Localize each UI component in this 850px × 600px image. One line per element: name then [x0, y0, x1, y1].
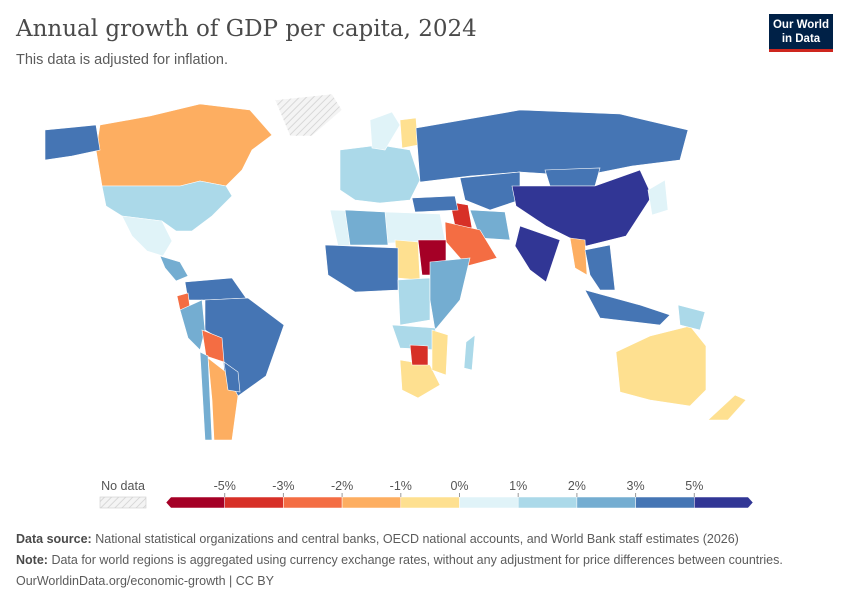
source-label: Data source:: [16, 532, 92, 546]
country-central-asia[interactable]: [459, 171, 521, 211]
legend-tick-label: 5%: [685, 479, 703, 493]
country-russia[interactable]: [415, 109, 689, 183]
country-indonesia[interactable]: [584, 289, 671, 326]
country-central-africa[interactable]: [397, 277, 431, 326]
note-text: Data for world regions is aggregated usi…: [51, 553, 783, 567]
country-australia[interactable]: [615, 325, 707, 407]
country-greenland[interactable]: [274, 93, 343, 137]
country-southeast-asia[interactable]: [584, 244, 616, 291]
country-colombia-venezuela[interactable]: [184, 277, 247, 301]
country-united-states[interactable]: [101, 180, 233, 232]
legend-tick-label: -3%: [272, 479, 294, 493]
country-mozambique[interactable]: [431, 329, 449, 376]
legend-bin-1[interactable]: [224, 496, 284, 509]
color-legend: No data -5% -3% -2% -1% 0% 1% 2% 3% 5%: [99, 479, 754, 509]
country-new-zealand[interactable]: [707, 394, 747, 421]
country-chile[interactable]: [199, 351, 213, 441]
legend-tick-label: 3%: [627, 479, 645, 493]
country-china[interactable]: [511, 169, 653, 247]
country-japan[interactable]: [647, 179, 669, 216]
note-label: Note:: [16, 553, 48, 567]
legend-tick-label: -5%: [214, 479, 236, 493]
country-mongolia[interactable]: [544, 167, 601, 187]
country-paraguay-uruguay[interactable]: [223, 361, 241, 393]
legend-bin-4[interactable]: [400, 496, 460, 509]
legend-no-data-swatch[interactable]: [99, 496, 147, 509]
country-turkey[interactable]: [411, 195, 459, 213]
country-alaska[interactable]: [44, 124, 101, 161]
country-east-africa[interactable]: [429, 257, 471, 331]
country-madagascar[interactable]: [463, 334, 476, 371]
legend-bin-3[interactable]: [341, 496, 402, 509]
source-text: National statistical organizations and c…: [95, 532, 739, 546]
country-papua-new-guinea[interactable]: [677, 304, 706, 331]
note: Note: Data for world regions is aggregat…: [16, 550, 783, 571]
legend-bin-0[interactable]: [165, 496, 225, 509]
owid-logo[interactable]: Our World in Data: [769, 14, 833, 52]
legend-tick-label: 2%: [568, 479, 586, 493]
legend-tick-label: 1%: [509, 479, 527, 493]
legend-bin-9[interactable]: [694, 496, 754, 509]
chart-title: Annual growth of GDP per capita, 2024: [16, 16, 477, 42]
legend-bin-8[interactable]: [635, 496, 695, 509]
country-algeria[interactable]: [344, 209, 389, 246]
country-finland[interactable]: [399, 117, 419, 149]
source-url[interactable]: OurWorldinData.org/economic-growth | CC …: [16, 574, 274, 588]
legend-tick-label: -2%: [331, 479, 353, 493]
legend-no-data-label: No data: [101, 479, 145, 493]
world-map: No data -5% -3% -2% -1% 0% 1% 2% 3% 5%: [44, 93, 754, 509]
legend-tick-label: 0%: [450, 479, 468, 493]
country-europe[interactable]: [339, 144, 421, 204]
legend-bin-7[interactable]: [576, 496, 636, 509]
logo-text: Our World in Data: [772, 19, 829, 45]
country-india[interactable]: [514, 225, 561, 283]
legend-bin-5[interactable]: [459, 496, 519, 509]
chart-footer: Data source: National statistical organi…: [16, 529, 783, 592]
legend-bin-2[interactable]: [283, 496, 343, 509]
country-canada[interactable]: [95, 103, 273, 187]
legend-bin-6[interactable]: [517, 496, 578, 509]
country-shapes: [44, 93, 747, 441]
country-west-africa[interactable]: [324, 244, 399, 293]
country-myanmar[interactable]: [569, 237, 588, 276]
country-mexico[interactable]: [121, 215, 173, 257]
legend-tick-label: -1%: [390, 479, 412, 493]
country-saudi-arabia[interactable]: [444, 221, 498, 267]
country-peru[interactable]: [179, 299, 206, 351]
country-zimbabwe[interactable]: [409, 344, 429, 366]
chart-subtitle: This data is adjusted for inflation.: [16, 52, 228, 68]
data-source: Data source: National statistical organi…: [16, 529, 783, 550]
country-scandinavia[interactable]: [369, 111, 401, 151]
country-chad[interactable]: [394, 239, 421, 281]
country-central-america[interactable]: [159, 255, 189, 282]
